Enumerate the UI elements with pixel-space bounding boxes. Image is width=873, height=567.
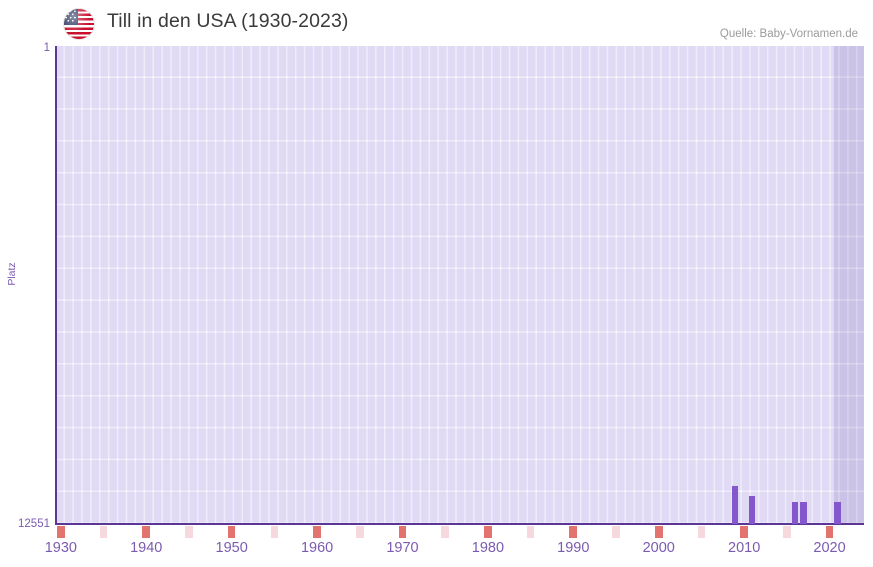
y-axis-bottom-label: 12551 <box>18 518 50 530</box>
page-title: Till in den USA (1930-2023) <box>107 10 349 32</box>
x-axis-line <box>55 523 864 525</box>
y-axis-top-label: 1 <box>43 42 50 54</box>
baseline-marker-2010 <box>740 526 748 538</box>
bar-2016[interactable] <box>791 502 799 524</box>
x-tick-2020: 2020 <box>813 540 846 556</box>
baseline-marker-1930 <box>57 526 65 538</box>
y-axis-title: Platz <box>6 262 18 286</box>
shaded-future-band <box>834 46 864 524</box>
x-tick-1940: 1940 <box>130 540 163 556</box>
x-tick-1980: 1980 <box>471 540 505 556</box>
baseline-marker-1950 <box>227 526 236 538</box>
baseline-marker-1980 <box>484 526 492 538</box>
x-tick-1930: 1930 <box>44 540 77 556</box>
x-tick-1970: 1970 <box>386 540 419 556</box>
baseline-marker-1960 <box>313 526 321 538</box>
bar-2009[interactable] <box>731 486 739 524</box>
y-axis-line <box>55 46 57 524</box>
baseline-marker-1945 <box>185 526 193 538</box>
baseline-marker-1995 <box>612 526 620 538</box>
x-tick-2010: 2010 <box>728 540 761 556</box>
flag-canton <box>64 9 78 26</box>
baseline-markers <box>56 526 864 538</box>
baseline-marker-1955 <box>270 526 279 538</box>
x-tick-2000: 2000 <box>642 540 675 556</box>
baseline-marker-1985 <box>526 526 535 538</box>
chart-header: Till in den USA (1930-2023) Quelle: Baby… <box>0 0 873 42</box>
baseline-marker-1935 <box>99 526 108 538</box>
bar-2011[interactable] <box>748 496 756 524</box>
bar-2021[interactable] <box>834 502 841 524</box>
baseline-marker-2020 <box>825 526 834 538</box>
bar-2017[interactable] <box>800 502 807 524</box>
baseline-marker-1940 <box>142 526 151 538</box>
x-tick-1990: 1990 <box>557 540 590 556</box>
baseline-marker-1965 <box>355 526 364 538</box>
x-tick-1960: 1960 <box>300 540 334 556</box>
baseline-marker-2015 <box>783 526 791 538</box>
baseline-marker-2005 <box>697 526 706 538</box>
us-flag-icon <box>64 9 94 39</box>
baseline-marker-2000 <box>654 526 663 538</box>
grid-cells <box>56 46 864 524</box>
source-credit: Quelle: Baby-Vornamen.de <box>719 28 858 40</box>
baseline-marker-1990 <box>569 526 578 538</box>
x-tick-1950: 1950 <box>215 540 248 556</box>
baseline-marker-1970 <box>398 526 407 538</box>
flag-gloss <box>64 9 94 39</box>
baseline-marker-1975 <box>441 526 450 538</box>
plot-area <box>55 46 864 525</box>
